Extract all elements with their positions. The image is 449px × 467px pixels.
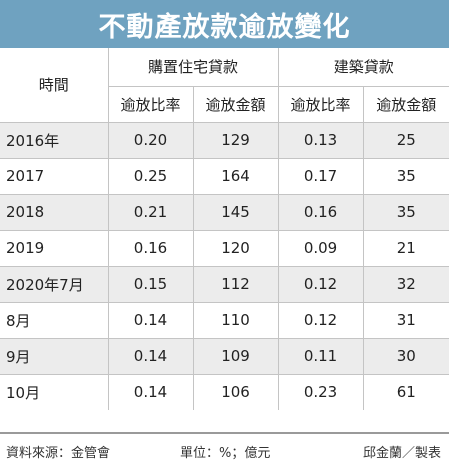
header-group-construction-loans: 建築貸款 — [277, 48, 449, 87]
table-row: 8月 0.14 110 0.12 31 — [0, 301, 449, 338]
row-label: 8月 — [0, 301, 108, 338]
cell-value: 61 — [362, 373, 449, 410]
table-row: 2019 0.16 120 0.09 21 — [0, 229, 449, 266]
row-label: 2018 — [0, 193, 108, 230]
cell-value: 129 — [192, 121, 279, 158]
table-row: 2017 0.25 164 0.17 35 — [0, 157, 449, 194]
cell-value: 0.25 — [107, 157, 193, 194]
cell-value: 112 — [192, 265, 279, 302]
table-row: 2020年7月 0.15 112 0.12 32 — [0, 265, 449, 302]
header-sub-ratio-1: 逾放比率 — [107, 86, 193, 122]
cell-value: 106 — [192, 373, 279, 410]
header-group-housing-loans: 購置住宅貸款 — [107, 48, 279, 87]
table-row: 2016年 0.20 129 0.13 25 — [0, 121, 449, 158]
cell-value: 0.17 — [277, 157, 364, 194]
cell-value: 0.12 — [277, 301, 364, 338]
row-label: 2019 — [0, 229, 108, 266]
cell-value: 110 — [192, 301, 279, 338]
cell-value: 0.09 — [277, 229, 364, 266]
cell-value: 164 — [192, 157, 279, 194]
header-sub-amount-2: 逾放金額 — [362, 86, 449, 122]
cell-value: 0.13 — [277, 121, 364, 158]
cell-value: 35 — [362, 193, 449, 230]
table-row: 2018 0.21 145 0.16 35 — [0, 193, 449, 230]
cell-value: 145 — [192, 193, 279, 230]
row-label: 10月 — [0, 373, 108, 410]
cell-value: 32 — [362, 265, 449, 302]
row-label: 2020年7月 — [0, 265, 108, 302]
table-footer: 資料來源：金管會 單位：%；億元 邱金蘭／製表 — [0, 432, 449, 467]
cell-value: 30 — [362, 337, 449, 374]
header-period: 時間 — [38, 76, 69, 95]
table-row: 10月 0.14 106 0.23 61 — [0, 373, 449, 410]
cell-value: 0.14 — [107, 337, 193, 374]
author-note: 邱金蘭／製表 — [362, 446, 441, 461]
cell-value: 0.14 — [107, 301, 193, 338]
table-row: 9月 0.14 109 0.11 30 — [0, 337, 449, 374]
cell-value: 0.20 — [107, 121, 193, 158]
cell-value: 21 — [362, 229, 449, 266]
cell-value: 0.12 — [277, 265, 364, 302]
cell-value: 0.16 — [277, 193, 364, 230]
source-note: 資料來源：金管會 — [6, 446, 111, 461]
cell-value: 0.14 — [107, 373, 193, 410]
cell-value: 0.16 — [107, 229, 193, 266]
cell-value: 35 — [362, 157, 449, 194]
cell-value: 25 — [362, 121, 449, 158]
cell-value: 109 — [192, 337, 279, 374]
header-sub-ratio-2: 逾放比率 — [277, 86, 364, 122]
row-label: 2017 — [0, 157, 108, 194]
header-sub-amount-1: 逾放金額 — [192, 86, 279, 122]
data-table: 時間 購置住宅貸款 建築貸款 逾放比率 逾放金額 逾放比率 逾放金額 2016年… — [0, 48, 449, 410]
cell-value: 0.11 — [277, 337, 364, 374]
cell-value: 0.23 — [277, 373, 364, 410]
cell-value: 120 — [192, 229, 279, 266]
table-title: 不動產放款逾放變化 — [0, 0, 449, 48]
cell-value: 0.15 — [107, 265, 193, 302]
unit-note: 單位：%；億元 — [180, 446, 271, 461]
row-label: 2016年 — [0, 121, 108, 158]
cell-value: 31 — [362, 301, 449, 338]
row-label: 9月 — [0, 337, 108, 374]
cell-value: 0.21 — [107, 193, 193, 230]
